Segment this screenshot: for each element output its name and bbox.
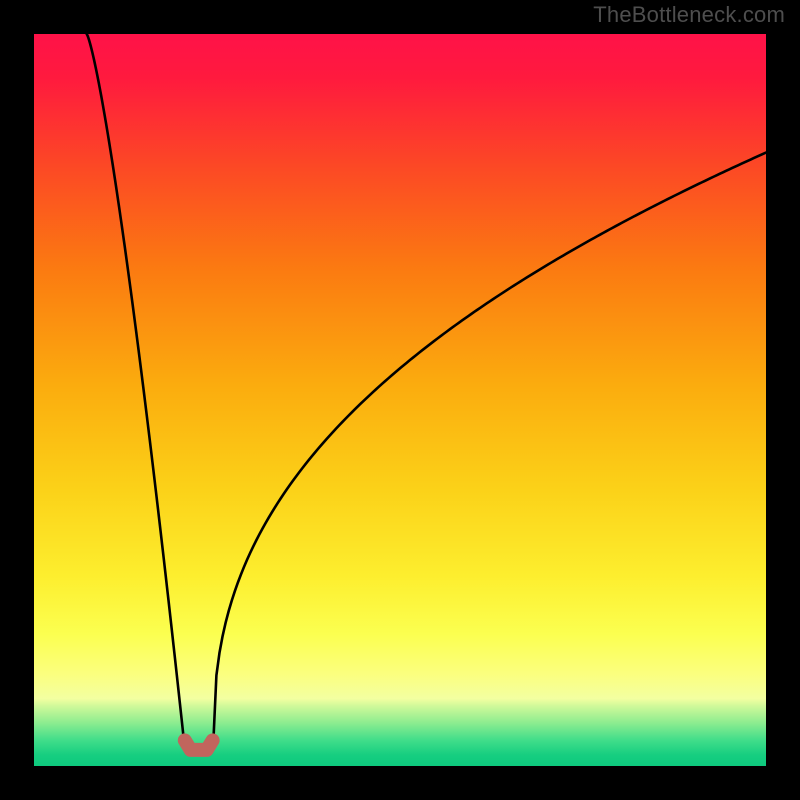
chart-canvas <box>0 0 800 800</box>
attribution-text: TheBottleneck.com <box>593 2 785 28</box>
